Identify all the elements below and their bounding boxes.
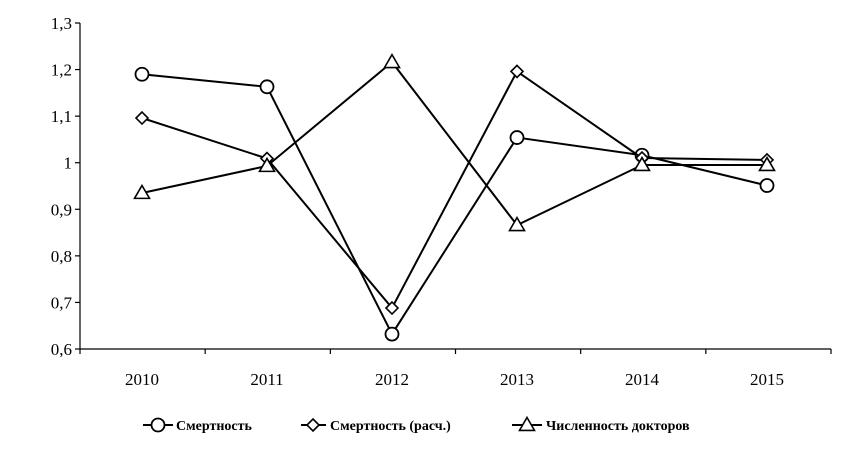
x-tick-label: 2011 — [250, 370, 283, 389]
x-tick-label: 2012 — [375, 370, 409, 389]
x-tick-label: 2013 — [500, 370, 534, 389]
series-layer — [133, 53, 776, 342]
y-tick-label: 1,2 — [51, 61, 72, 80]
data-point — [258, 156, 276, 173]
data-point — [259, 79, 275, 95]
series-triangle — [133, 53, 776, 232]
data-point — [384, 300, 400, 316]
y-tick-label: 0,7 — [51, 293, 73, 312]
legend-marker-circle — [150, 417, 166, 433]
data-point — [759, 178, 775, 193]
data-point — [509, 64, 525, 79]
legend-marker-triangle — [518, 415, 536, 432]
data-point — [134, 66, 150, 82]
data-point — [134, 110, 150, 126]
y-tick-label: 1,1 — [51, 107, 72, 126]
x-tick-label: 2015 — [750, 370, 784, 389]
legend-item: Смертность — [143, 417, 252, 434]
x-tick-label: 2010 — [125, 370, 159, 389]
data-point — [384, 326, 400, 342]
series-line — [141, 69, 768, 310]
data-point — [133, 183, 151, 200]
data-point — [758, 155, 776, 172]
series-line — [141, 60, 767, 227]
series-diamond — [134, 64, 775, 316]
series-circle — [134, 66, 775, 342]
y-tick-label: 0,9 — [51, 200, 72, 219]
legend: Смертность Смертность (расч.) Численность … — [143, 415, 690, 434]
y-tick-label: 1,3 — [51, 14, 72, 33]
data-point — [509, 130, 525, 145]
axes: 0,6 0,7 0,8 0,9 1 1,1 1,2 1,3 2010 2011 2012 2013 20… — [51, 14, 832, 389]
legend-label: Смертность (расч.) — [330, 419, 451, 434]
legend-marker-diamond — [305, 417, 321, 433]
data-point — [383, 53, 401, 69]
x-tick-label: 2014 — [625, 370, 660, 389]
y-tick-label: 0,6 — [51, 340, 72, 359]
data-point — [633, 155, 651, 172]
y-tick-label: 0,8 — [51, 247, 72, 266]
legend-label: Численность докторов — [546, 419, 690, 434]
data-point — [508, 216, 526, 232]
series-line — [141, 73, 768, 337]
y-tick-label: 1 — [64, 154, 73, 173]
legend-item: Численность докторов — [512, 415, 690, 434]
legend-item: Смертность (расч.) — [301, 417, 451, 434]
legend-label: Смертность — [176, 419, 252, 434]
